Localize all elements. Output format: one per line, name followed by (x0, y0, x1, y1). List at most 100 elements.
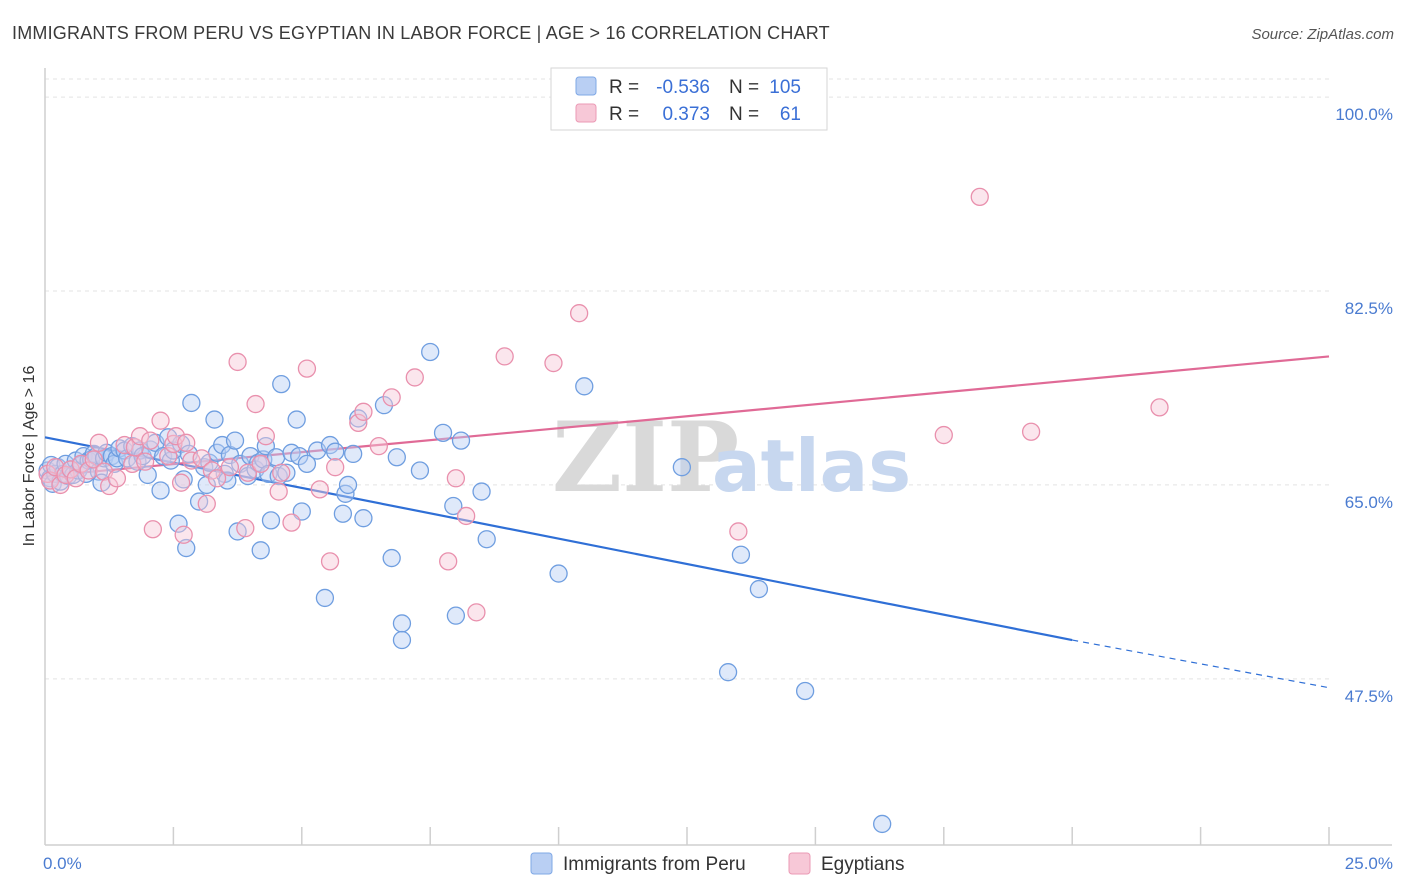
point-egyptians (382, 388, 401, 407)
point-egyptians (256, 427, 275, 446)
point-egyptians (282, 513, 301, 532)
point-egyptians (369, 437, 388, 456)
y-axis-label: In Labor Force | Age > 16 (21, 366, 38, 547)
point-peru (392, 630, 412, 650)
point-peru (392, 614, 412, 633)
point-peru (177, 538, 196, 558)
point-peru (731, 545, 751, 564)
point-peru (266, 448, 286, 467)
legend-n-value-peru: 105 (769, 77, 801, 98)
point-egyptians (238, 463, 258, 482)
point-peru (151, 481, 170, 500)
point-peru (421, 342, 440, 362)
y-tick-label: 82.5% (1345, 299, 1393, 318)
point-peru (169, 514, 188, 533)
watermark: ZIP atlas (552, 401, 911, 514)
point-peru (477, 530, 496, 549)
legend-r-label-egyptians: R = (609, 104, 639, 125)
point-egyptians (272, 463, 291, 482)
point-peru (277, 463, 296, 482)
point-egyptians (174, 525, 193, 544)
y-tick-label: 65.0% (1345, 493, 1393, 512)
legend-r-label-peru: R = (609, 77, 639, 98)
point-egyptians (970, 187, 989, 207)
point-egyptians (79, 461, 98, 480)
legend-r-value-peru: -0.536 (656, 77, 710, 98)
y-tick-label: 100.0% (1335, 105, 1393, 124)
point-egyptians (192, 449, 211, 468)
point-egyptians (729, 522, 748, 541)
point-peru (549, 564, 568, 583)
point-peru (251, 541, 270, 560)
point-egyptians (297, 359, 317, 378)
point-egyptians (495, 347, 514, 366)
point-egyptians (544, 353, 563, 373)
point-egyptians (236, 518, 255, 538)
point-egyptians (177, 433, 196, 452)
point-peru (387, 448, 406, 467)
chart-source: Source: ZipAtlas.com (1251, 26, 1394, 43)
bottom-legend-swatch-peru (530, 852, 553, 875)
tick-labels: 47.5% 65.0% 82.5% 100.0% 0.0% 25.0% (43, 105, 1393, 873)
x-tick-label-max: 25.0% (1345, 854, 1393, 873)
point-egyptians (439, 552, 458, 571)
point-egyptians (405, 368, 424, 387)
point-peru (374, 396, 394, 415)
point-peru (225, 431, 245, 450)
point-egyptians (207, 469, 227, 488)
point-egyptians (467, 603, 486, 622)
point-peru (410, 461, 430, 480)
point-peru (472, 482, 491, 501)
legend-r-value-egyptians: 0.373 (662, 104, 710, 125)
point-peru (182, 393, 201, 413)
point-egyptians (143, 520, 163, 539)
x-tick-label-min: 0.0% (43, 854, 82, 873)
point-egyptians (151, 411, 170, 430)
point-egyptians (100, 476, 119, 496)
point-peru (138, 465, 157, 485)
point-egyptians (934, 425, 953, 445)
point-peru (315, 588, 335, 608)
chart-title: IMMIGRANTS FROM PERU VS EGYPTIAN IN LABO… (12, 23, 830, 43)
point-peru (333, 504, 353, 523)
series-legend: Immigrants from Peru Egyptians (530, 852, 904, 875)
point-egyptians (446, 469, 466, 488)
legend-n-label-peru: N = (729, 77, 759, 98)
point-egyptians (56, 465, 75, 485)
point-egyptians (220, 458, 240, 477)
point-egyptians (197, 494, 216, 513)
point-peru (297, 454, 317, 474)
point-egyptians (1150, 398, 1169, 417)
point-peru (287, 410, 306, 429)
point-peru (290, 446, 309, 466)
point-egyptians (51, 475, 70, 495)
point-peru (451, 431, 471, 450)
point-egyptians (166, 427, 186, 446)
legend-box (550, 67, 828, 131)
point-peru (382, 548, 401, 568)
bottom-legend-label-peru: Immigrants from Peru (563, 854, 746, 875)
point-peru (261, 511, 281, 530)
point-peru (718, 663, 738, 682)
point-egyptians (569, 304, 589, 323)
point-egyptians (269, 482, 288, 501)
legend-swatch-peru (575, 76, 597, 96)
point-egyptians (246, 394, 265, 414)
trend-line-peru-extension (1072, 639, 1330, 689)
point-egyptians (326, 458, 345, 477)
point-peru (795, 681, 815, 701)
point-peru (446, 606, 466, 625)
legend-n-value-egyptians: 61 (780, 104, 801, 125)
point-egyptians (320, 552, 340, 571)
bottom-legend-label-egyptians: Egyptians (821, 854, 904, 875)
point-peru (873, 814, 892, 834)
point-peru (433, 423, 453, 443)
point-egyptians (89, 433, 109, 452)
point-egyptians (228, 352, 247, 372)
point-egyptians (457, 506, 476, 526)
point-egyptians (171, 473, 191, 492)
point-peru (338, 475, 358, 495)
grid (45, 78, 1329, 680)
point-egyptians (136, 452, 155, 471)
